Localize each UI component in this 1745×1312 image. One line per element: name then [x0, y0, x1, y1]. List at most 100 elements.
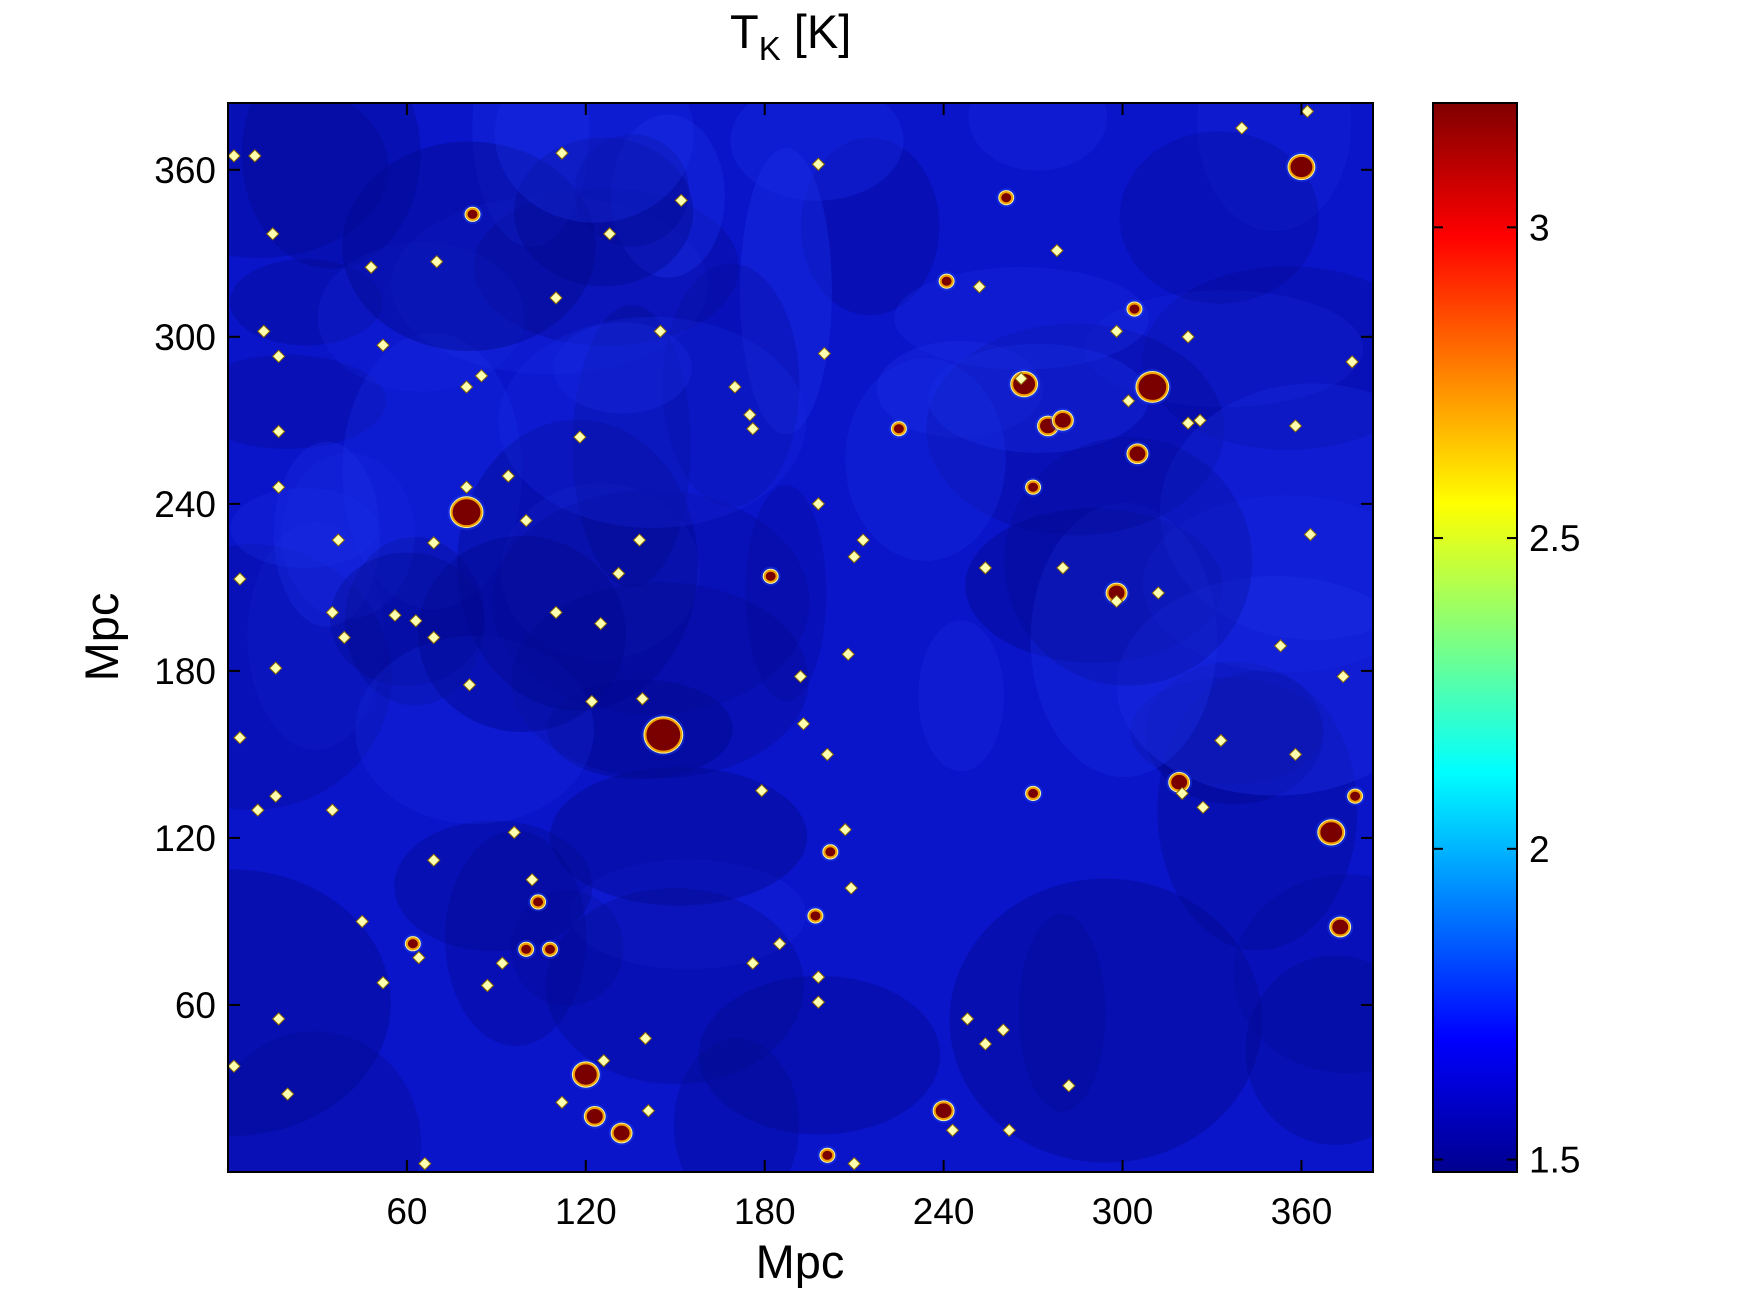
warm-spot — [1214, 733, 1228, 748]
warm-spot — [1196, 800, 1210, 815]
hot-region — [1318, 820, 1345, 845]
warm-spot — [257, 324, 271, 338]
hot-region — [543, 942, 557, 956]
background-texture — [968, 103, 1108, 171]
warm-spot — [388, 608, 402, 622]
warm-spot — [474, 369, 489, 383]
background-texture — [569, 859, 807, 970]
x-axis-label: Mpc — [756, 1235, 845, 1288]
warm-spot — [228, 1059, 241, 1073]
warm-spot — [817, 346, 832, 361]
warm-spot — [355, 914, 369, 929]
warm-spot — [772, 937, 787, 951]
warm-spot — [233, 731, 247, 745]
warm-spot — [573, 430, 587, 444]
hot-region — [1348, 789, 1363, 803]
background-texture — [1196, 103, 1352, 232]
hot-region — [763, 569, 778, 583]
warm-spot — [233, 572, 247, 586]
warm-spot — [248, 149, 262, 163]
background-texture — [228, 1031, 421, 1172]
warm-spot — [945, 1123, 960, 1137]
background-texture — [494, 103, 694, 223]
hot-region — [1052, 411, 1073, 430]
background-texture — [273, 441, 380, 627]
warm-spot — [269, 661, 283, 675]
colorbar-tick-label: 3 — [1529, 207, 1550, 248]
colorbar-tick-label: 2 — [1529, 829, 1550, 870]
heatmap-background — [228, 103, 1373, 1172]
heatmap-plot — [228, 103, 1397, 1172]
warm-spot — [459, 480, 474, 494]
hot-region — [1127, 302, 1142, 316]
warm-spot — [641, 1104, 656, 1118]
warm-spot — [796, 717, 811, 731]
warm-spot — [409, 614, 423, 628]
y-tick-label: 180 — [154, 651, 216, 692]
warm-spot — [847, 550, 861, 564]
warm-spot — [841, 647, 855, 661]
warm-spot — [743, 408, 757, 422]
background-texture — [550, 766, 808, 906]
background-texture — [1145, 661, 1324, 805]
warm-spot — [1056, 561, 1070, 575]
background-texture — [1116, 575, 1373, 796]
warm-spot — [632, 533, 647, 547]
warm-spot — [1193, 413, 1207, 428]
background-texture — [739, 148, 832, 435]
background-texture — [394, 820, 593, 952]
warm-spot — [412, 950, 426, 965]
background-texture — [473, 188, 740, 346]
warm-spot — [1235, 121, 1249, 135]
hot-region — [450, 497, 483, 528]
warm-spot — [1385, 620, 1397, 632]
warm-spot — [376, 338, 390, 352]
background-texture — [511, 582, 809, 779]
hot-region — [808, 909, 823, 923]
warm-spot — [972, 280, 987, 294]
x-tick-label: 300 — [1092, 1191, 1154, 1232]
warm-spot — [811, 497, 826, 511]
warm-spot — [856, 533, 870, 547]
background-texture — [514, 137, 694, 287]
warm-spot — [480, 978, 495, 993]
warm-spot — [978, 1037, 993, 1051]
background-texture — [1159, 383, 1373, 640]
background-texture — [445, 830, 587, 1046]
warm-spot — [376, 975, 390, 990]
hot-region — [519, 942, 534, 956]
warm-spot — [1288, 419, 1303, 433]
colorbar-tick-label: 2.5 — [1529, 518, 1580, 559]
warm-spot — [653, 324, 668, 338]
warm-spot — [847, 1156, 861, 1171]
hot-region — [1136, 372, 1169, 402]
colorbar-tick-label: 1.5 — [1529, 1140, 1580, 1181]
background-texture — [472, 103, 590, 247]
background-texture — [965, 508, 1223, 663]
y-tick-label: 60 — [175, 985, 216, 1026]
warm-spot — [555, 146, 569, 160]
warm-spot — [728, 380, 742, 394]
background-texture — [498, 316, 807, 528]
background-texture — [241, 103, 421, 269]
background-texture — [876, 340, 1043, 438]
warm-spot — [325, 605, 340, 620]
background-texture — [610, 114, 725, 278]
warm-spot — [325, 803, 340, 817]
warm-spot — [611, 566, 626, 581]
background-texture — [1130, 677, 1324, 785]
hot-region — [1288, 154, 1315, 180]
warm-spot — [1109, 324, 1124, 338]
background-texture — [228, 544, 392, 810]
background-texture — [1142, 495, 1373, 673]
warm-spot — [269, 789, 283, 803]
warm-spot — [594, 616, 608, 631]
warm-spot — [585, 694, 599, 709]
x-axis: 60 120 180 240 300 360 — [386, 103, 1332, 1232]
background-texture — [553, 322, 692, 414]
background-texture — [281, 452, 415, 619]
warm-spot — [271, 424, 286, 439]
hot-region — [1026, 480, 1041, 494]
warm-spot — [960, 1012, 975, 1026]
